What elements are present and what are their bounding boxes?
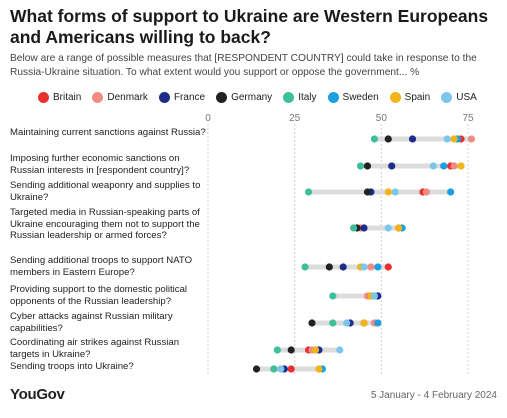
dot-usa [343,319,351,327]
legend-label: France [173,91,206,103]
legend-swatch [327,91,339,103]
row-label: Sending additional troops to support NAT… [10,255,193,278]
dot-spain [450,135,458,143]
row-label: Sending additional weaponry and supplies… [10,180,201,203]
dot-britain [384,263,392,271]
dot-italy [304,188,313,196]
legend-label: Britain [53,91,82,103]
legend-swatch [38,91,49,103]
dot-italy [350,224,358,232]
legend-label: Denmark [107,91,148,103]
dot-france [339,263,347,271]
dot-sweden [440,162,448,170]
dot-usa [336,346,344,354]
dot-germany [384,135,392,143]
dot-france [408,135,417,143]
fieldwork-dates: 5 January - 4 February 2024 [370,390,497,401]
dot-denmark [422,188,430,196]
chart-title: What forms of support to Ukraine are Wes… [10,6,489,47]
row-label: Targeted media in Russian-speaking parts… [10,207,200,241]
dot-spain [315,365,323,373]
dot-germany [287,346,295,354]
legend-item-spain: Spain [389,91,431,103]
row-label: Sending troops into Ukraine? [10,361,134,372]
legend-swatch [389,91,401,103]
dot-usa [360,263,368,271]
legend-swatch [441,91,453,103]
legend-label: USA [456,91,477,103]
legend-label: Spain [404,91,431,103]
dot-usa [391,188,399,196]
dot-italy [301,263,309,271]
dot-spain [384,188,392,196]
dot-usa [443,135,451,143]
legend-item-usa: USA [441,91,477,103]
dot-germany [252,365,261,373]
legend-item-france: France [158,91,206,103]
legend-swatch [92,91,104,103]
chart-subtitle: Below are a range of possible measures t… [10,53,477,78]
row-label: Imposing further economic sanctions on R… [10,153,190,176]
dot-france [388,162,396,170]
dot-germany [363,162,372,170]
dot-germany [363,188,372,196]
legend-item-italy: Italy [283,91,317,103]
dot-denmark [450,162,458,170]
x-tick-label: 75 [462,113,474,124]
row-label: Cyber attacks against Russian military c… [10,311,173,334]
legend-label: Sweden [342,91,379,103]
row-label: Providing support to the domestic politi… [10,284,188,307]
legend-item-britain: Britain [38,91,82,103]
dot-spain [395,224,403,232]
dot-spain [311,346,320,354]
row-label: Coordinating air strikes against Russian… [10,337,180,360]
dot-britain [287,365,295,373]
dot-spain [457,162,465,170]
legend-swatch [158,91,170,103]
dot-denmark [467,135,476,143]
dot-denmark [367,263,375,271]
legend-item-denmark: Denmark [92,91,148,103]
legend-swatch [283,91,295,103]
x-tick-label: 0 [205,113,211,124]
legend-label: Italy [298,91,317,103]
dot-usa [370,292,378,300]
dot-italy [270,365,278,373]
dot-sweden [374,263,382,271]
dot-sweden [374,319,382,327]
dot-germany [308,319,316,327]
yougov-logo: YouGov [10,386,65,403]
x-tick-label: 25 [289,113,301,124]
legend-label: Germany [231,91,273,103]
dot-italy [370,135,378,143]
dot-germany [325,263,333,271]
legend-item-sweden: Sweden [327,91,379,103]
dot-usa [277,365,285,373]
chart-legend: Britain Denmark France Germany Italy Sweden Sp… [38,90,488,104]
dot-usa [384,224,392,232]
dot-usa [429,162,437,170]
dot-italy [356,162,365,170]
dot-france [360,224,368,232]
x-tick-label: 50 [376,113,388,124]
dot-sweden [447,188,455,196]
legend-swatch [216,91,228,103]
dot-italy [329,319,337,327]
dot-italy [329,292,337,300]
dot-spain [360,319,368,327]
row-label: Maintaining current sanctions against Ru… [10,127,206,138]
legend-item-germany: Germany [216,91,273,103]
dot-italy [273,346,281,354]
